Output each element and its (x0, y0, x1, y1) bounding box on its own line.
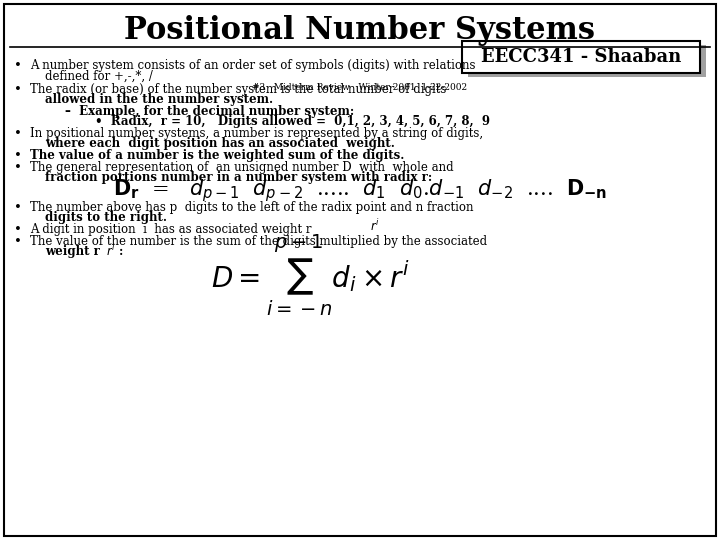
Text: The value of a number is the weighted sum of the digits.: The value of a number is the weighted su… (30, 148, 405, 161)
Text: $\mathbf{D_r}$  =   $d_{p-1}$  $d_{p-2}$  .....  $d_1$  $d_0$.$d_{-1}$  $d_{-2}$: $\mathbf{D_r}$ = $d_{p-1}$ $d_{p-2}$ ...… (113, 178, 607, 205)
Text: •: • (14, 59, 22, 72)
Text: •: • (14, 234, 22, 247)
Text: where each  digit position has an associated  weight.: where each digit position has an associa… (45, 138, 395, 151)
Text: $r^i$ :: $r^i$ : (106, 243, 124, 259)
FancyBboxPatch shape (462, 41, 700, 73)
Text: fraction portions number in a number system with radix r:: fraction portions number in a number sys… (45, 171, 432, 184)
Text: The number above has p  digits to the left of the radix point and n fraction: The number above has p digits to the lef… (30, 200, 474, 213)
Text: $D = \sum_{i=-n}^{p-1} d_i \times r^i$: $D = \sum_{i=-n}^{p-1} d_i \times r^i$ (211, 232, 410, 318)
Text: •: • (14, 127, 22, 140)
Text: The radix (or base) of the number system is the total number of digits: The radix (or base) of the number system… (30, 83, 446, 96)
FancyBboxPatch shape (4, 4, 716, 536)
Text: –  Example, for the decimal number system:: – Example, for the decimal number system… (65, 105, 354, 118)
Text: The general representation of  an unsigned number D  with  whole and: The general representation of an unsigne… (30, 160, 454, 173)
Text: weight r: weight r (45, 245, 100, 258)
Text: •: • (14, 200, 22, 213)
Text: digits to the right.: digits to the right. (45, 211, 167, 224)
FancyBboxPatch shape (468, 45, 706, 77)
Text: •: • (14, 160, 22, 173)
Text: •: • (14, 222, 22, 235)
Text: A number system consists of an order set of symbols (digits) with relations: A number system consists of an order set… (30, 59, 475, 72)
Text: $r^i$: $r^i$ (370, 218, 379, 234)
Text: Positional Number Systems: Positional Number Systems (125, 15, 595, 45)
Text: •  Radix,  r = 10,   Digits allowed =  0,1, 2, 3, 4, 5, 6, 7, 8,  9: • Radix, r = 10, Digits allowed = 0,1, 2… (95, 114, 490, 127)
Text: allowed in the the number system.: allowed in the the number system. (45, 92, 273, 105)
Text: •: • (14, 83, 22, 96)
Text: #3   Midterm Review   Winter 2001  1-22-2002: #3 Midterm Review Winter 2001 1-22-2002 (253, 83, 467, 91)
Text: EECC341 - Shaaban: EECC341 - Shaaban (481, 48, 681, 66)
Text: defined for +,-,*, /: defined for +,-,*, / (45, 70, 153, 83)
Text: •: • (14, 148, 22, 161)
Text: In positional number systems, a number is represented by a string of digits,: In positional number systems, a number i… (30, 127, 483, 140)
Text: A digit in position  i  has as associated weight r: A digit in position i has as associated … (30, 222, 312, 235)
Text: The value of the number is the sum of the digits multiplied by the associated: The value of the number is the sum of th… (30, 234, 487, 247)
